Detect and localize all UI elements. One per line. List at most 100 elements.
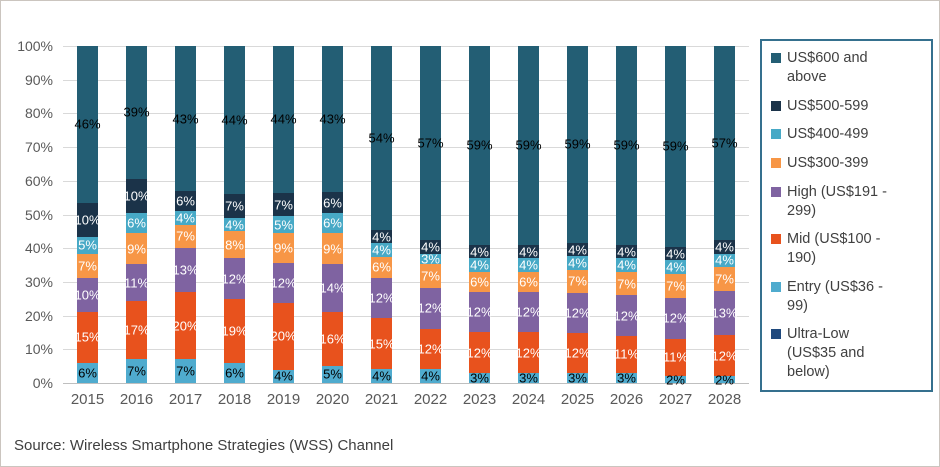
stacked-bar: 3% 12% 12% 6% 4% 4% 59% — [515, 46, 542, 385]
legend-item-label: Mid (US$100 - 190) — [787, 231, 881, 267]
bar-segment-label: 12% — [221, 271, 248, 287]
bar-segment: 6% — [175, 190, 196, 212]
bar-segment-label: 6% — [176, 193, 195, 209]
bar-segment: 12% — [515, 332, 542, 373]
bar-segment-label: 6% — [323, 215, 342, 231]
x-axis-label: 2022 — [413, 391, 448, 408]
bar-segment: 12% — [564, 292, 591, 333]
bar-segment-label: 12% — [466, 304, 493, 320]
bar-segment: 4% — [371, 243, 392, 258]
x-axis-label: 2028 — [707, 391, 742, 408]
bar-segment-label: 4% — [274, 368, 293, 384]
legend-item-label: US$400-499 — [787, 126, 869, 143]
x-axis-label: 2021 — [364, 391, 399, 408]
x-axis-label: 2020 — [315, 391, 350, 408]
bar-segment-label: 44% — [270, 111, 297, 127]
bar-segment-label: 7% — [666, 278, 685, 294]
bar-segment: 3% — [469, 370, 490, 385]
bar-segment: 11% — [663, 338, 688, 377]
legend-item: Mid (US$100 - 190) — [771, 230, 927, 268]
stacked-bar: 4% 15% 12% 6% 4% 4% 54% — [368, 46, 395, 384]
bar-segment: 6% — [126, 212, 147, 234]
bar-segment-label: 6% — [470, 274, 489, 290]
bar-segment: 5% — [77, 236, 98, 254]
y-axis-tick-label: 20% — [24, 307, 53, 324]
bar-segment-label: 6% — [323, 195, 342, 211]
bar-segment: 12% — [466, 332, 493, 373]
bar-segment-label: 13% — [711, 305, 738, 321]
gridline — [63, 281, 749, 283]
bar-segment: 12% — [466, 292, 493, 333]
x-axis-label: 2027 — [658, 391, 693, 408]
bar-segment-label: 11% — [613, 346, 640, 362]
bar-segment: 59% — [515, 46, 542, 245]
bar-segment-label: 2% — [715, 372, 734, 388]
bar-segment: 59% — [662, 46, 689, 247]
bar-segment-label: 3% — [421, 251, 440, 267]
bar-segment: 44% — [221, 46, 248, 195]
legend-item-label: US$300-399 — [787, 155, 869, 171]
bar-segment-label: 59% — [662, 138, 689, 154]
bar-segment: 13% — [172, 248, 199, 293]
bar-segment: 43% — [319, 46, 346, 193]
bar-segment: 15% — [368, 318, 395, 370]
bar-segment: 20% — [270, 302, 297, 370]
bar-segment: 12% — [711, 335, 738, 377]
bar-segment: 4% — [714, 253, 735, 268]
bar-segment: 7% — [126, 359, 147, 383]
bar-slot: 5% 16% 14% 9% 6% 6% 43% — [308, 46, 357, 383]
y-axis-tick-label: 90% — [24, 71, 53, 88]
bar-segment: 7% — [77, 253, 98, 278]
bar-segment-label: 13% — [172, 262, 199, 278]
gridline — [63, 383, 749, 384]
bar-segment-label: 4% — [666, 259, 685, 275]
bar-segment-label: 14% — [319, 280, 346, 296]
y-axis-tick-label: 70% — [24, 139, 53, 156]
bar-segment-label: 5% — [274, 217, 293, 233]
bar-segment: 4% — [420, 239, 441, 254]
bar-segment-label: 6% — [519, 274, 538, 290]
bar-segment: 57% — [417, 46, 444, 241]
bar-segment-label: 59% — [515, 137, 542, 153]
bar-segment: 7% — [175, 224, 196, 249]
bar-segment-label: 57% — [417, 135, 444, 151]
bar-segment: 12% — [564, 332, 591, 373]
bar-segment: 43% — [172, 46, 199, 191]
bar-segment-label: 4% — [568, 255, 587, 271]
bar-segment-label: 43% — [172, 111, 199, 127]
bar-segment: 5% — [273, 216, 294, 233]
bar-slot: 3% 12% 12% 6% 4% 4% 59% — [504, 46, 553, 385]
bar-segment-label: 12% — [613, 308, 640, 324]
legend-item: US$500-599 — [771, 97, 927, 116]
bar-segment-label: 4% — [372, 229, 391, 245]
legend-swatch — [771, 158, 781, 168]
bar-segment: 10% — [74, 277, 101, 312]
gridline — [63, 248, 749, 250]
bar-slot: 2% 11% 12% 7% 4% 4% 59% — [651, 46, 700, 387]
bar-segment-label: 3% — [568, 370, 587, 386]
bar-segment-label: 7% — [176, 363, 195, 379]
gridline — [63, 46, 749, 47]
bar-slot: 3% 12% 12% 6% 4% 4% 59% — [455, 46, 504, 385]
bar-segment: 4% — [616, 244, 637, 259]
bar-segment: 4% — [518, 244, 539, 259]
bar-segment: 4% — [665, 246, 686, 261]
x-axis-label: 2023 — [462, 391, 497, 408]
legend-item: US$300-399 — [771, 154, 927, 173]
y-axis-tick-label: 30% — [24, 273, 53, 290]
bar-segment: 9% — [322, 233, 343, 264]
bar-segment: 2% — [665, 372, 686, 387]
bar-segment-label: 20% — [270, 328, 297, 344]
bar-segment-label: 12% — [564, 305, 591, 321]
gridline — [63, 315, 749, 317]
legend: US$600 and above US$500-599 US$400-499 US$3… — [760, 39, 933, 392]
stacked-bar: 3% 11% 12% 7% 4% 4% 59% — [613, 46, 640, 385]
bar-segment-label: 4% — [421, 368, 440, 384]
bar-segment: 12% — [417, 287, 444, 329]
legend-swatch — [771, 100, 781, 111]
bar-segment: 7% — [224, 194, 245, 218]
bar-slot: 6% 19% 12% 8% 4% 7% 44% — [210, 46, 259, 383]
legend-swatch — [771, 53, 781, 63]
legend-swatch — [771, 234, 781, 245]
